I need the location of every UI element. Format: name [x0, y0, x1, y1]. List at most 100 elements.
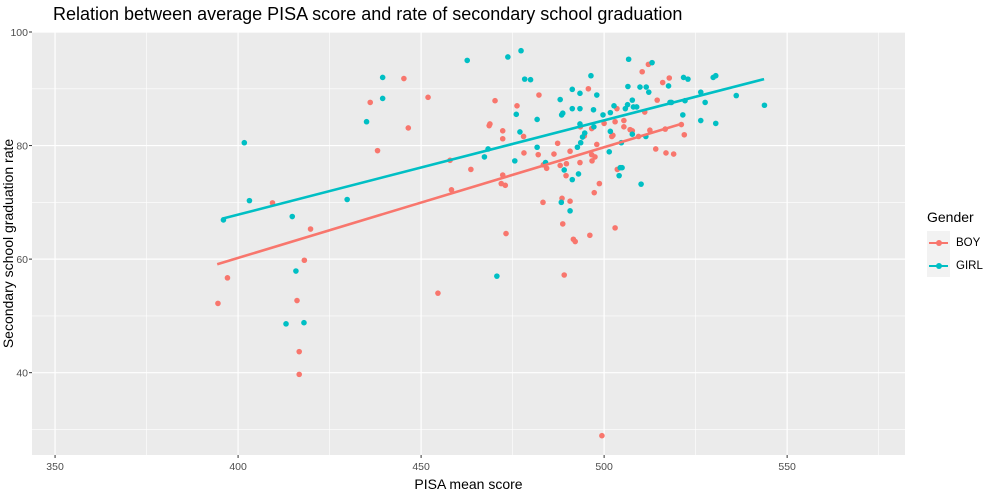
- data-point-girl: [680, 112, 686, 118]
- x-tick-label: 500: [595, 461, 613, 473]
- data-point-boy: [405, 125, 412, 131]
- data-point-boy: [448, 187, 455, 193]
- data-point-girl: [637, 84, 643, 90]
- data-point-boy: [621, 124, 627, 130]
- data-point-girl: [638, 181, 644, 187]
- legend-title: Gender: [927, 209, 974, 225]
- series-girl: [220, 47, 768, 327]
- data-point-girl: [513, 111, 520, 118]
- data-point-girl: [557, 96, 563, 103]
- data-point-girl: [464, 57, 471, 64]
- data-point-girl: [481, 154, 488, 160]
- data-point-boy: [468, 166, 474, 173]
- legend-item-girl: GIRL: [927, 254, 983, 277]
- data-point-boy: [374, 147, 381, 154]
- y-tick-label: 60: [16, 254, 28, 266]
- data-point-boy: [563, 160, 570, 167]
- y-axis-title: Secondary school graduation rate: [0, 139, 16, 349]
- data-point-girl: [712, 120, 719, 127]
- data-point-boy: [554, 140, 561, 147]
- data-point-boy: [612, 118, 618, 125]
- data-point-girl: [702, 99, 708, 106]
- series-boy: [215, 61, 688, 439]
- data-point-boy: [639, 68, 645, 75]
- data-point-girl: [246, 197, 253, 204]
- data-point-boy: [572, 238, 578, 245]
- data-point-girl: [685, 76, 691, 82]
- data-point-boy: [591, 189, 598, 196]
- data-point-girl: [301, 319, 307, 326]
- data-point-girl: [283, 321, 289, 327]
- data-point-girl: [600, 112, 606, 118]
- data-point-girl: [559, 110, 566, 116]
- data-point-boy: [367, 99, 374, 106]
- data-point-girl: [649, 59, 655, 66]
- data-point-boy: [577, 159, 583, 166]
- data-point-girl: [363, 118, 370, 125]
- data-point-girl: [567, 208, 573, 214]
- data-point-girl: [697, 117, 704, 124]
- data-point-boy: [520, 133, 527, 140]
- data-point-boy: [587, 232, 593, 239]
- data-point-girl: [494, 273, 500, 279]
- data-point-girl: [606, 149, 613, 155]
- data-point-boy: [401, 75, 407, 82]
- data-point-boy: [296, 371, 303, 378]
- data-point-boy: [492, 97, 498, 104]
- y-tick-label: 80: [16, 141, 28, 153]
- data-point-girl: [590, 106, 597, 113]
- chart-title: Relation between average PISA score and …: [53, 4, 683, 24]
- data-point-girl: [680, 74, 687, 81]
- data-point-girl: [625, 56, 632, 63]
- data-point-girl: [521, 76, 528, 82]
- data-point-girl: [574, 144, 581, 151]
- y-tick-label: 100: [10, 27, 28, 39]
- data-point-boy: [666, 75, 673, 81]
- data-point-boy: [612, 225, 618, 231]
- legend-label-girl: GIRL: [956, 259, 983, 272]
- data-point-boy: [224, 275, 231, 281]
- data-point-girl: [712, 72, 719, 79]
- x-tick-label: 550: [778, 461, 796, 473]
- data-point-girl: [575, 171, 582, 177]
- data-point-boy: [599, 432, 605, 439]
- data-point-girl: [344, 196, 350, 203]
- data-point-boy: [557, 162, 563, 169]
- data-point-girl: [534, 144, 540, 151]
- data-point-girl: [616, 172, 622, 179]
- data-point-boy: [301, 257, 308, 264]
- data-point-girl: [561, 167, 568, 173]
- data-point-girl: [577, 105, 583, 112]
- data-point-girl: [733, 92, 740, 99]
- data-point-boy: [435, 290, 441, 296]
- data-point-boy: [593, 141, 600, 148]
- data-point-girl: [629, 97, 636, 103]
- data-point-boy: [307, 226, 314, 232]
- data-point-girl: [593, 92, 600, 98]
- data-point-boy: [294, 297, 300, 304]
- data-point-boy: [670, 151, 677, 157]
- data-point-girl: [629, 131, 636, 138]
- y-tick-label: 40: [16, 368, 28, 380]
- data-point-girl: [625, 83, 631, 90]
- data-point-girl: [633, 104, 640, 110]
- x-tick-label: 400: [229, 461, 247, 473]
- data-point-girl: [379, 74, 386, 81]
- legend-item-boy: BOY: [927, 231, 980, 254]
- x-tick-label: 350: [46, 461, 64, 473]
- legend-key-boy: [927, 231, 950, 254]
- data-point-girl: [241, 139, 248, 146]
- data-point-girl: [577, 139, 584, 146]
- data-point-girl: [518, 47, 524, 54]
- plot-panel: [32, 32, 905, 455]
- x-tick-label: 450: [412, 461, 430, 473]
- data-point-boy: [621, 117, 627, 124]
- data-point-boy: [561, 272, 568, 278]
- data-point-boy: [296, 348, 303, 355]
- data-point-girl: [588, 72, 594, 79]
- data-point-boy: [659, 79, 666, 86]
- legend-label-boy: BOY: [956, 236, 981, 249]
- data-point-girl: [624, 101, 631, 108]
